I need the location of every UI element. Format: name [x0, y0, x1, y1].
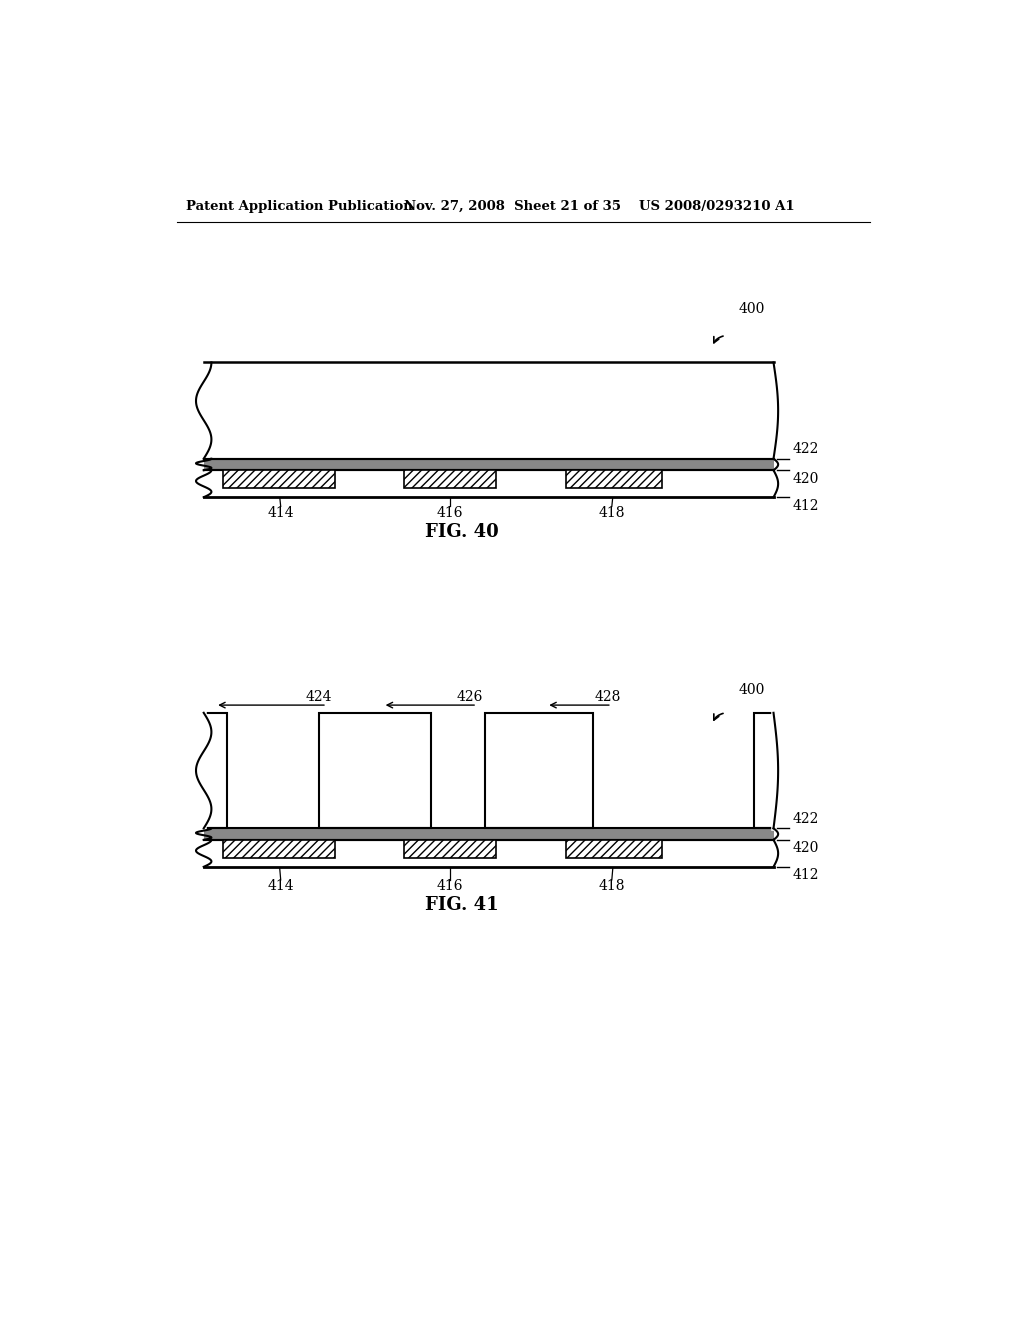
- Text: 428: 428: [595, 690, 622, 705]
- Text: 400: 400: [739, 301, 765, 315]
- Bar: [565, 840, 662, 858]
- Text: 424: 424: [306, 690, 333, 705]
- Bar: [204, 363, 773, 459]
- Bar: [223, 470, 335, 488]
- Text: 400: 400: [739, 682, 765, 697]
- Text: 422: 422: [793, 812, 819, 826]
- Text: 416: 416: [437, 506, 463, 520]
- Bar: [223, 840, 335, 858]
- Text: 414: 414: [267, 506, 294, 520]
- Text: 412: 412: [793, 869, 819, 882]
- Text: FIG. 40: FIG. 40: [425, 523, 499, 541]
- Bar: [204, 713, 226, 829]
- Text: 420: 420: [793, 841, 819, 855]
- Bar: [403, 840, 497, 858]
- Bar: [204, 459, 773, 470]
- Bar: [204, 470, 773, 498]
- Text: FIG. 41: FIG. 41: [425, 896, 499, 915]
- Text: 420: 420: [793, 471, 819, 486]
- Text: Patent Application Publication: Patent Application Publication: [186, 199, 413, 213]
- Text: 422: 422: [793, 442, 819, 457]
- Bar: [319, 713, 431, 829]
- Bar: [484, 713, 593, 829]
- Bar: [565, 470, 662, 488]
- Text: 414: 414: [267, 879, 294, 894]
- Text: Nov. 27, 2008  Sheet 21 of 35: Nov. 27, 2008 Sheet 21 of 35: [403, 199, 621, 213]
- Text: US 2008/0293210 A1: US 2008/0293210 A1: [639, 199, 795, 213]
- Bar: [204, 840, 773, 867]
- Text: 418: 418: [599, 879, 625, 894]
- Bar: [204, 829, 773, 840]
- Bar: [755, 713, 773, 829]
- Bar: [403, 470, 497, 488]
- Text: 412: 412: [793, 499, 819, 512]
- Text: 418: 418: [599, 506, 625, 520]
- Text: 416: 416: [437, 879, 463, 894]
- Text: 426: 426: [456, 690, 482, 705]
